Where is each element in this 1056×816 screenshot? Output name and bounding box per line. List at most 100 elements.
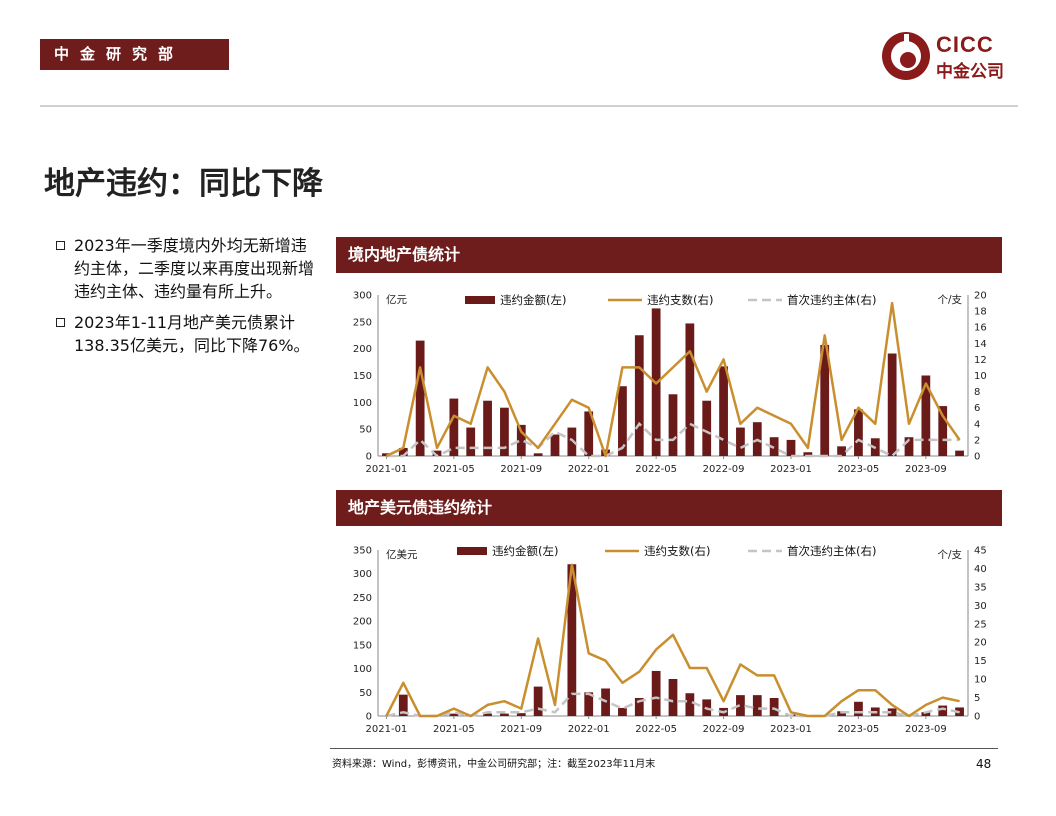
- right-tick-label: 10: [974, 675, 987, 686]
- line-default-count: [385, 301, 961, 458]
- right-tick-label: 12: [974, 355, 987, 366]
- left-tick-label: 0: [366, 712, 372, 723]
- bar-default-amount: [516, 424, 526, 456]
- x-tick-label: 2022-01: [568, 724, 610, 735]
- left-tick-label: 50: [359, 425, 372, 436]
- legend-label: 违约金额(左): [500, 293, 566, 307]
- left-tick-label: 200: [353, 344, 372, 355]
- chart-domestic: 0 50 100 150 200 250 300 0 2 4 6 8 10 12 14 16 18 20 2021-…: [353, 291, 987, 476]
- bar-default-amount: [398, 447, 408, 456]
- x-tick-label: 2021-01: [366, 464, 408, 475]
- bar-default-amount: [634, 697, 644, 716]
- right-tick-label: 20: [974, 638, 987, 649]
- header-divider: [40, 105, 1018, 107]
- x-tick-label: 2021-09: [500, 464, 542, 475]
- right-tick-label: 0: [974, 712, 980, 723]
- right-tick-label: 4: [974, 419, 980, 430]
- left-tick-label: 100: [353, 398, 372, 409]
- left-tick-label: 200: [353, 617, 372, 628]
- department-label: 中金研究部: [40, 39, 229, 70]
- line-first-default-issuers: [386, 692, 960, 718]
- right-unit-label: 个/支: [937, 294, 962, 306]
- bar-default-amount: [887, 708, 897, 716]
- right-tick-label: 0: [974, 452, 980, 463]
- panel-title-usd: 地产美元债违约统计: [336, 490, 1002, 526]
- bar-default-amount: [449, 398, 459, 456]
- bar-default-amount: [668, 394, 678, 456]
- legend-label: 首次违约主体(右): [787, 293, 876, 307]
- bar-default-amount: [483, 400, 492, 456]
- bar-default-amount: [415, 340, 425, 456]
- bullet-item: 2023年一季度境内外均无新增违约主体，二季度以来再度出现新增违约主体、违约量有…: [56, 234, 318, 303]
- bar-default-amount: [567, 564, 577, 716]
- bar-default-amount: [618, 707, 627, 716]
- bar-default-amount: [584, 411, 594, 456]
- x-tick-label: 2023-09: [905, 464, 947, 475]
- bar-default-amount: [854, 701, 863, 716]
- logo-cn: 中金公司: [936, 62, 1004, 82]
- left-unit-label: 亿元: [386, 293, 407, 306]
- x-tick-label: 2022-05: [635, 464, 677, 475]
- x-tick-label: 2023-01: [770, 724, 812, 735]
- right-tick-label: 25: [974, 619, 987, 630]
- chart-usd: 0 50 100 150 200 250 300 350 0 5 10 15 20 25 30 35 40 45 2…: [353, 544, 987, 735]
- legend-swatch-bar: [457, 547, 487, 555]
- line-first-default-issuers: [386, 421, 960, 458]
- right-tick-label: 30: [974, 601, 987, 612]
- bar-default-amount: [752, 695, 762, 716]
- cicc-logo-icon: [882, 32, 930, 80]
- bar-default-amount: [651, 670, 661, 716]
- right-tick-label: 6: [974, 403, 980, 414]
- bullet-text: 2023年1-11月地产美元债累计138.35亿美元，同比下降76%。: [74, 313, 310, 355]
- bar-default-amount: [634, 335, 644, 456]
- bar-default-amount: [837, 446, 846, 456]
- bar-default-amount: [432, 450, 442, 456]
- legend-label: 违约支数(右): [644, 544, 710, 558]
- bar-default-amount: [500, 713, 509, 716]
- bar-default-amount: [550, 434, 560, 456]
- x-tick-label: 2021-01: [366, 724, 408, 735]
- left-tick-label: 150: [353, 640, 372, 651]
- x-tick-label: 2021-09: [500, 724, 542, 735]
- bar-default-amount: [736, 695, 745, 716]
- bullet-list: 2023年一季度境内外均无新增违约主体，二季度以来再度出现新增违约主体、违约量有…: [56, 234, 318, 365]
- x-tick-label: 2023-05: [838, 724, 880, 735]
- right-tick-label: 14: [974, 339, 987, 350]
- x-tick-label: 2022-09: [703, 464, 745, 475]
- left-tick-label: 300: [353, 569, 372, 580]
- left-tick-label: 250: [353, 317, 372, 328]
- bar-default-amount: [904, 437, 914, 456]
- footer-divider: [330, 748, 998, 749]
- source-note: 资料来源：Wind，彭博资讯，中金公司研究部；注：截至2023年11月末: [332, 759, 656, 770]
- bar-default-amount: [820, 344, 830, 456]
- logo-en: CICC: [936, 32, 994, 57]
- left-unit-label: 亿美元: [386, 548, 418, 561]
- bar-default-amount: [533, 686, 543, 716]
- bar-default-amount: [837, 711, 846, 716]
- legend-label: 违约支数(右): [647, 293, 713, 307]
- x-tick-label: 2021-05: [433, 464, 475, 475]
- bar-default-amount: [736, 427, 745, 456]
- legend-label: 首次违约主体(右): [787, 544, 876, 558]
- bar-default-amount: [584, 692, 594, 716]
- left-tick-label: 150: [353, 371, 372, 382]
- square-bullet-icon: [56, 318, 65, 327]
- x-tick-label: 2023-05: [838, 464, 880, 475]
- bar-default-amount: [921, 375, 931, 456]
- bar-default-amount: [500, 407, 509, 456]
- right-tick-label: 2: [974, 435, 980, 446]
- bar-default-amount: [533, 453, 543, 456]
- bar-default-amount: [769, 697, 779, 716]
- left-tick-label: 100: [353, 664, 372, 675]
- bar-default-amount: [685, 323, 695, 456]
- right-tick-label: 35: [974, 582, 987, 593]
- bar-default-amount: [668, 679, 678, 716]
- x-tick-label: 2022-01: [568, 464, 610, 475]
- line-default-count: [385, 563, 960, 718]
- right-tick-label: 20: [974, 291, 987, 302]
- right-tick-label: 8: [974, 387, 980, 398]
- bar-default-amount: [955, 450, 964, 456]
- right-tick-label: 15: [974, 656, 987, 667]
- bar-default-amount: [466, 427, 476, 456]
- bar-default-amount: [398, 694, 408, 716]
